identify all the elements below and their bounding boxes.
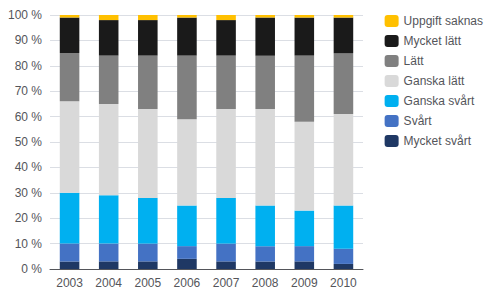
svg-text:2009: 2009	[291, 276, 318, 290]
svg-text:Mycket lätt: Mycket lätt	[404, 34, 462, 48]
svg-text:Uppgift saknas: Uppgift saknas	[404, 14, 483, 28]
svg-text:30 %: 30 %	[15, 186, 43, 200]
svg-text:0 %: 0 %	[21, 262, 42, 276]
svg-text:2010: 2010	[330, 276, 357, 290]
svg-text:2007: 2007	[213, 276, 240, 290]
svg-text:Ganska svårt: Ganska svårt	[404, 94, 475, 108]
svg-text:2003: 2003	[56, 276, 83, 290]
svg-text:100 %: 100 %	[8, 8, 42, 22]
svg-text:2004: 2004	[95, 276, 122, 290]
svg-text:40 %: 40 %	[15, 160, 43, 174]
svg-text:70 %: 70 %	[15, 84, 43, 98]
svg-text:2008: 2008	[252, 276, 279, 290]
svg-text:2005: 2005	[134, 276, 161, 290]
svg-text:10 %: 10 %	[15, 237, 43, 251]
svg-text:Lätt: Lätt	[404, 54, 425, 68]
svg-text:50 %: 50 %	[15, 135, 43, 149]
svg-text:60 %: 60 %	[15, 110, 43, 124]
svg-text:2006: 2006	[174, 276, 201, 290]
svg-text:20 %: 20 %	[15, 211, 43, 225]
svg-text:90 %: 90 %	[15, 33, 43, 47]
svg-text:80 %: 80 %	[15, 59, 43, 73]
svg-text:Svårt: Svårt	[404, 114, 433, 128]
svg-text:Mycket svårt: Mycket svårt	[404, 134, 472, 148]
svg-text:Ganska lätt: Ganska lätt	[404, 74, 465, 88]
